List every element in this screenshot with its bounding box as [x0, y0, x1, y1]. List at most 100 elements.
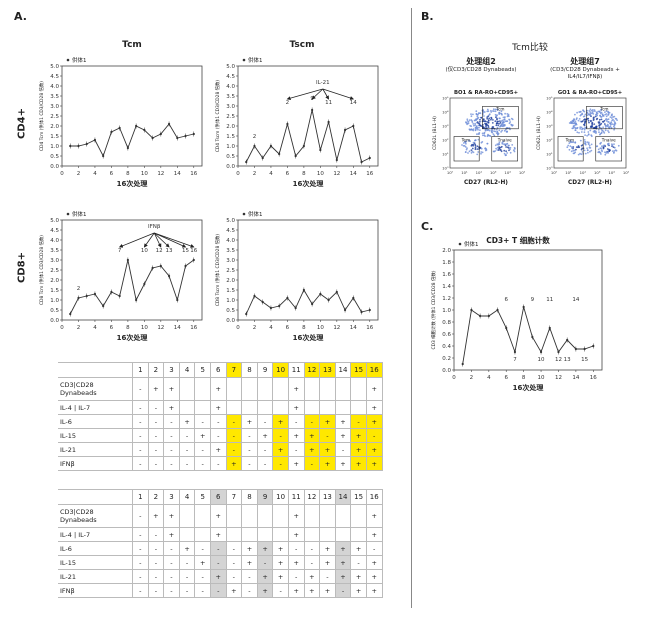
flow-event: [476, 148, 479, 150]
flow-event: [478, 122, 481, 125]
table-cell: -: [132, 428, 149, 443]
table-row-label: IL-6: [58, 541, 133, 556]
flow-event: [592, 113, 595, 115]
series-line: [245, 289, 370, 315]
data-point: [184, 264, 187, 268]
table-cell: -: [241, 442, 258, 457]
flow-group-2-heading: 处理组2: [466, 57, 496, 66]
table-cell: [256, 504, 274, 528]
gate-label-tem: Tem: [461, 137, 471, 142]
y-tick-label: 0.6: [442, 332, 451, 338]
flow-event: [490, 109, 492, 112]
table-cell: -: [256, 414, 274, 429]
flow-event: [587, 117, 590, 120]
table-cell: +: [303, 583, 321, 598]
conditions-table-2: 1 2 3 4 5 6 7 8 9 10 11 12 13 14 15 16 CD3|CD28 Dynabead…: [58, 489, 383, 598]
flow-y-tick: 10⁵: [442, 96, 449, 101]
flow-event: [475, 113, 478, 115]
flow-event: [577, 153, 580, 156]
y-tick-label: 2.5: [50, 114, 59, 120]
table-cell: -: [256, 456, 274, 471]
x-tick-label: 10: [141, 325, 148, 331]
flow-x-tick: 10²: [580, 170, 587, 175]
flow-event: [500, 150, 503, 153]
flow-event: [610, 122, 612, 125]
flow-event: [496, 130, 499, 133]
flow-frame: [449, 97, 523, 169]
annotation-label: 16: [190, 248, 197, 254]
flow-event: [584, 141, 586, 143]
table-col-header: 15: [350, 362, 367, 378]
table-cell: +: [163, 400, 180, 415]
x-tick-label: 6: [110, 325, 114, 331]
table-cell: +: [334, 428, 352, 443]
table-cell: [350, 400, 367, 415]
data-point: [93, 292, 97, 296]
flow-event: [466, 118, 469, 121]
flow-event: [474, 122, 476, 125]
table-cell: +: [365, 400, 383, 415]
flow-event: [509, 151, 512, 154]
table-cell: +: [287, 456, 305, 471]
flow-event: [581, 120, 584, 122]
legend-marker: [242, 212, 246, 216]
table-cell: -: [178, 442, 196, 457]
table-col-header: 7: [225, 362, 243, 378]
table-cell: +: [287, 555, 305, 570]
flow-event: [496, 117, 498, 120]
table-col-header: 8: [241, 489, 258, 505]
table-col-header: 6: [209, 362, 227, 378]
y-tick-label: 0.0: [226, 318, 235, 324]
data-point: [368, 308, 371, 312]
table-cell: +: [287, 504, 305, 528]
flow-event: [475, 127, 478, 130]
flow-event: [600, 118, 603, 121]
table-row: IL-4 | IL-7- - + + + +: [58, 400, 383, 415]
flow-event: [507, 115, 510, 118]
table-cell: -: [132, 456, 149, 471]
table-cell: -: [194, 442, 211, 457]
y-tick-label: 1.0: [226, 144, 235, 150]
flow-event: [606, 125, 609, 128]
data-point: [93, 138, 97, 142]
table-cell: +: [194, 555, 211, 570]
data-point: [143, 128, 146, 132]
table-col-header: 1: [132, 489, 149, 505]
table-col-header: 14: [334, 362, 352, 378]
flow-event: [600, 122, 603, 125]
table-cell: +: [350, 428, 367, 443]
y-tick-label: 3.5: [50, 94, 59, 100]
flow-event: [573, 149, 576, 152]
flow-event: [476, 153, 479, 156]
flow-event: [484, 122, 486, 125]
table-cell: [334, 400, 352, 415]
x-tick-label: 16: [366, 325, 373, 331]
data-point: [176, 298, 179, 302]
table-cell: +: [147, 377, 165, 401]
flow-event: [507, 144, 510, 147]
data-point: [184, 134, 187, 138]
flow-event: [462, 142, 465, 144]
data-point: [360, 160, 363, 164]
flow-event: [502, 140, 505, 143]
flow-event: [592, 118, 595, 120]
flow-event: [604, 125, 607, 128]
flow-event: [473, 124, 475, 127]
y-tick-label: 4.5: [50, 74, 59, 80]
flow-event: [472, 143, 475, 146]
flow-event: [496, 146, 499, 149]
flow-event: [578, 131, 580, 134]
table-cell: [272, 377, 289, 401]
annotation-label: 6: [504, 297, 508, 303]
table-cell: -: [241, 583, 258, 598]
flow-event: [494, 150, 497, 152]
table-cell: +: [225, 583, 243, 598]
flow-event: [595, 111, 598, 114]
table-cell: +: [209, 527, 227, 542]
flow-event: [591, 125, 594, 127]
x-tick-label: 2: [253, 325, 257, 331]
y-tick-label: 0.5: [50, 154, 59, 160]
flow-event: [586, 109, 589, 112]
table-cell: [350, 527, 367, 542]
flow-y-tick: 10²: [546, 138, 553, 143]
